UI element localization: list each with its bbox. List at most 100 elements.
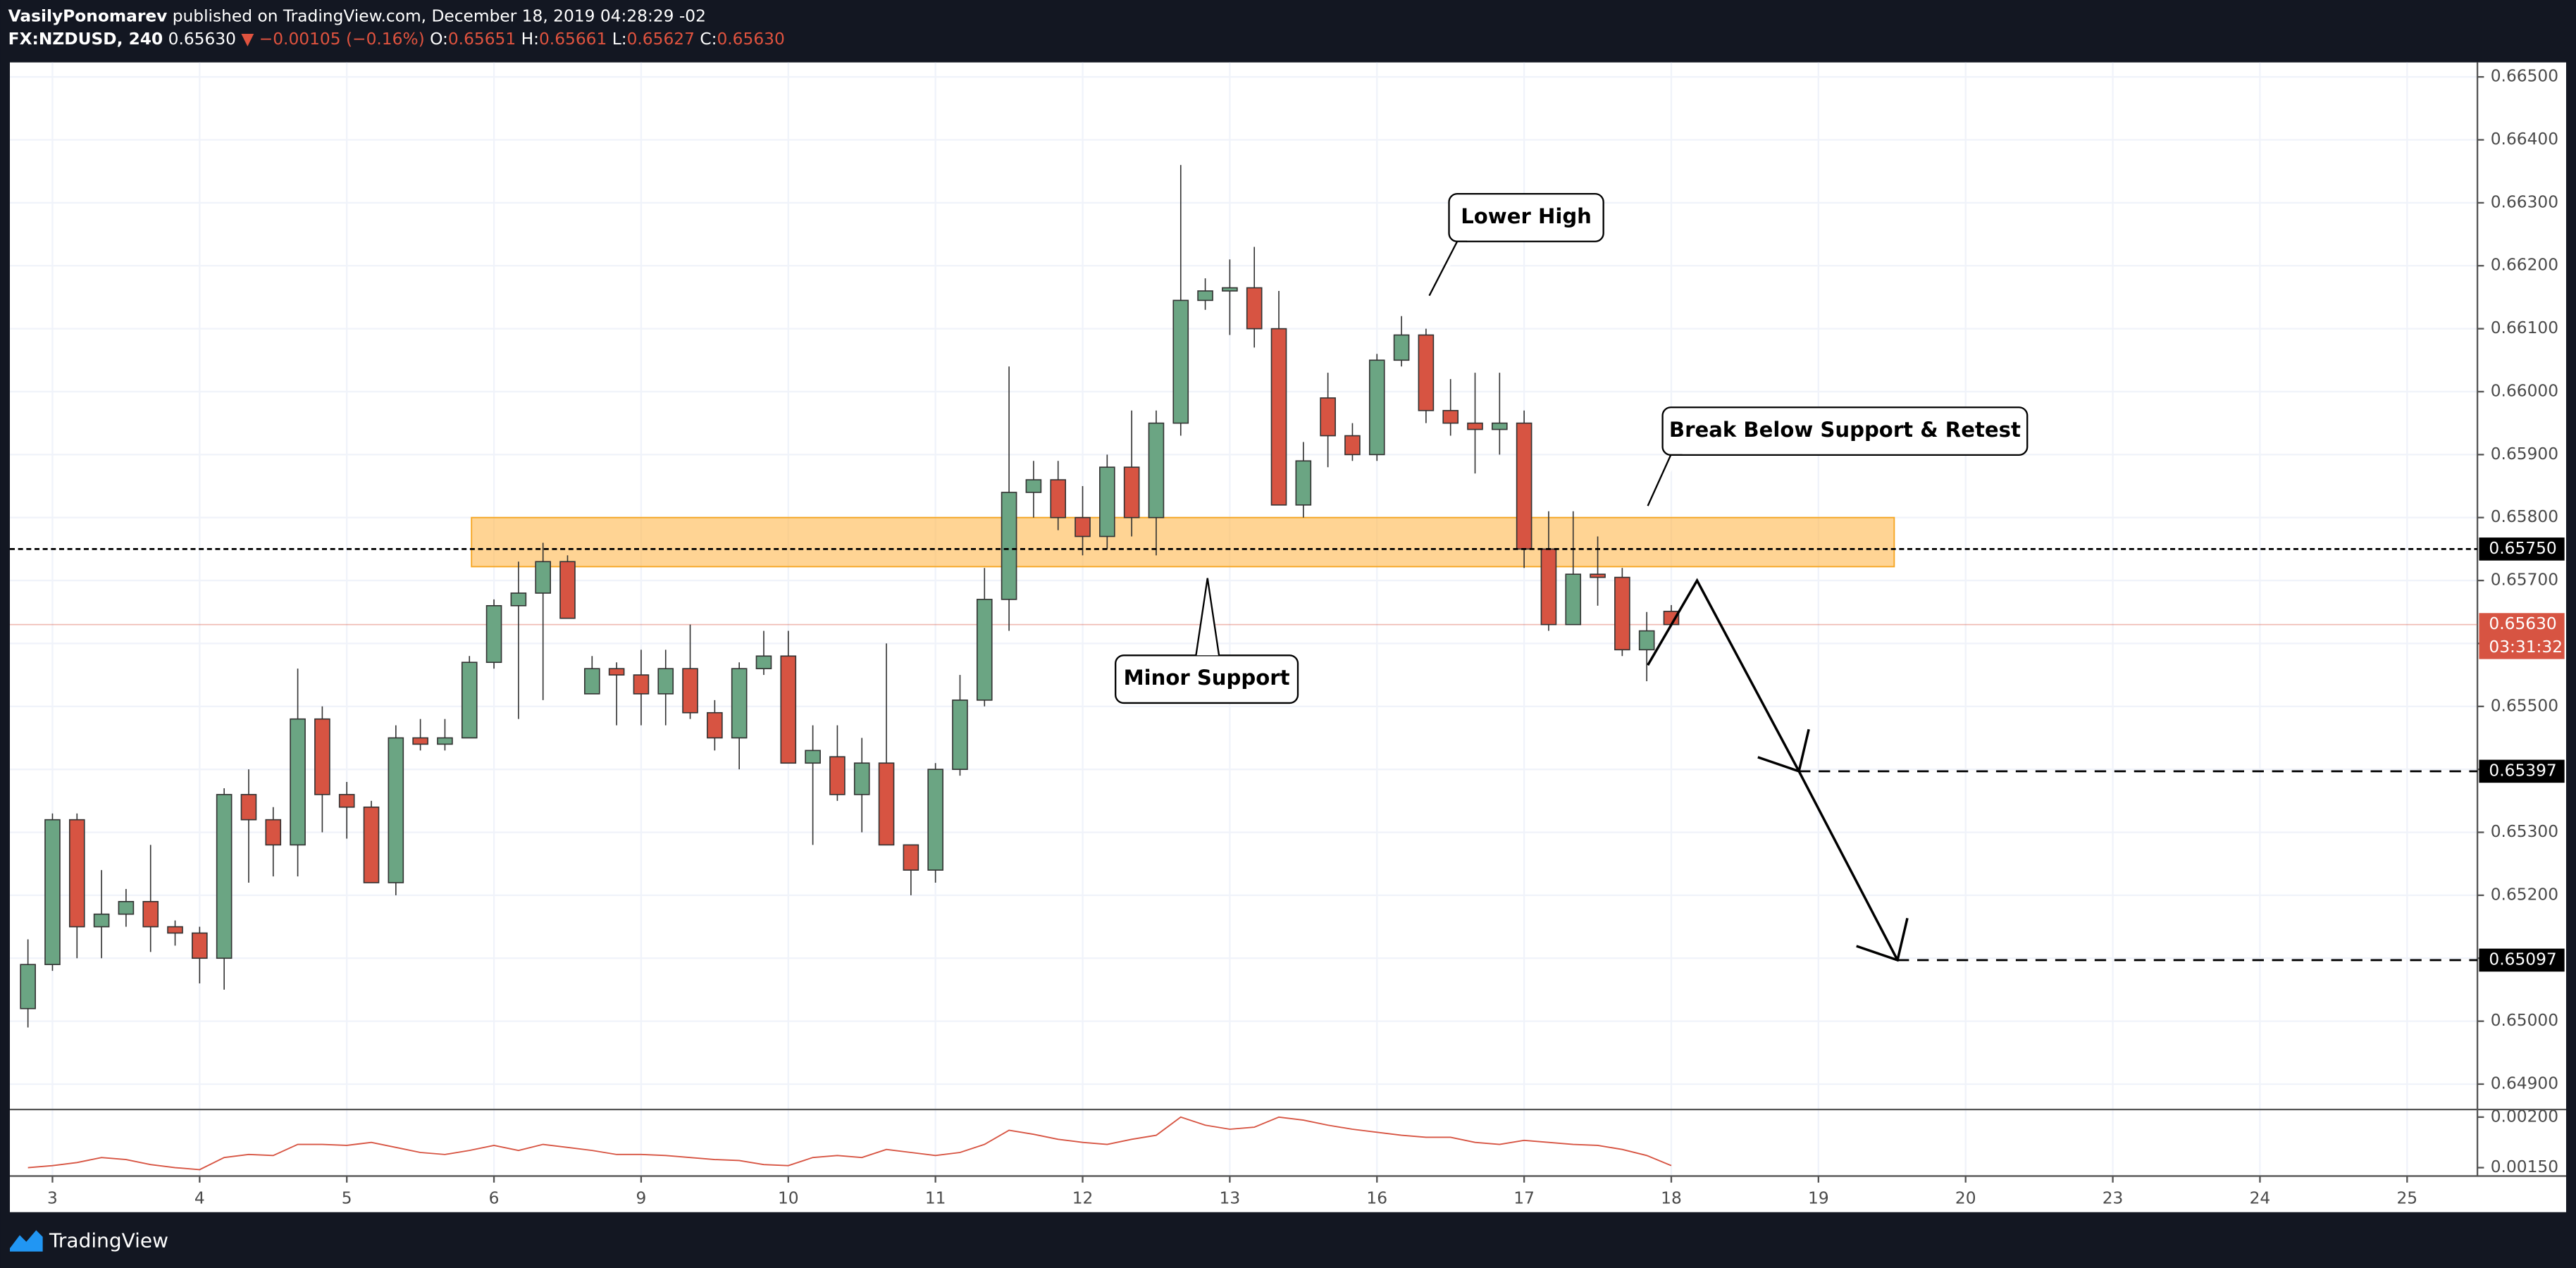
ohlc-key: H: (521, 29, 539, 48)
candle-body (707, 711, 723, 739)
candle-body (927, 769, 943, 871)
candle-body (829, 756, 846, 795)
candle-body (1295, 460, 1312, 506)
candle-body (1467, 422, 1483, 430)
ohlc-value: 0.65661 (539, 29, 607, 48)
candle-body (461, 661, 478, 739)
candle-body (290, 718, 306, 846)
candle-body (437, 737, 453, 745)
ohlc-value: 0.65627 (627, 29, 695, 48)
candle-body (363, 806, 380, 883)
change: ▼ −0.00105 (−0.16%) (241, 29, 424, 48)
x-tick-label: 4 (194, 1189, 205, 1208)
candle-body (952, 700, 968, 770)
x-tick-label: 19 (1808, 1189, 1829, 1208)
y-tick-label: 0.65200 (2491, 885, 2558, 904)
price-tag (2479, 613, 2565, 659)
support-zone (471, 516, 1895, 568)
candle-body (976, 599, 993, 701)
x-tick-label: 9 (636, 1189, 647, 1208)
candle-body (44, 819, 61, 966)
candle-body (1025, 479, 1042, 493)
candle-body (1492, 422, 1508, 430)
y-tick-label: 0.00150 (2491, 1157, 2558, 1176)
candle-body (1590, 573, 1606, 578)
candle-body (1344, 435, 1361, 456)
ohlc-key: L: (612, 29, 627, 48)
price-tag (2479, 948, 2565, 972)
brand: TradingView (49, 1229, 168, 1253)
callout-box (1448, 192, 1604, 242)
header-line-1: VasilyPonomarev published on TradingView… (8, 6, 706, 25)
candle-body (388, 737, 404, 883)
candle-body (314, 718, 330, 795)
candle-body (1565, 573, 1582, 626)
candle-body (559, 561, 576, 619)
candle-body (1418, 334, 1435, 411)
x-tick-label: 16 (1366, 1189, 1387, 1208)
x-tick-label: 6 (489, 1189, 500, 1208)
candle-body (20, 964, 36, 1009)
x-tick-label: 11 (925, 1189, 946, 1208)
x-tick-label: 17 (1513, 1189, 1535, 1208)
candle-body (1001, 492, 1017, 600)
y-tick-label: 0.65900 (2491, 445, 2558, 464)
published: published on TradingView.com, December 1… (173, 6, 706, 25)
x-tick-label: 13 (1220, 1189, 1241, 1208)
y-tick-label: 0.65700 (2491, 571, 2558, 590)
candle-body (1222, 287, 1238, 292)
candle-body (1393, 334, 1410, 361)
x-tick-label: 20 (1955, 1189, 1976, 1208)
logo-icon (10, 1230, 43, 1252)
x-tick-label: 24 (2250, 1189, 2271, 1208)
y-tick-label: 0.65500 (2491, 696, 2558, 715)
candle-body (1246, 287, 1263, 330)
annotation: Break Below Support & Retest (1669, 418, 2021, 442)
candle-body (633, 674, 650, 695)
candle-body (412, 737, 428, 745)
price-tag-label: 0.65097 (2489, 950, 2556, 969)
candle-body (1638, 630, 1655, 651)
candle-body (1172, 299, 1189, 424)
ohlc-value: 0.65630 (717, 29, 784, 48)
countdown: 03:31:32 (2489, 638, 2563, 657)
candle-body (1099, 466, 1115, 537)
y-tick-label: 0.64900 (2491, 1074, 2558, 1093)
callout-box (1661, 406, 2029, 456)
candle-body (1540, 548, 1557, 626)
x-tick-label: 25 (2396, 1189, 2417, 1208)
callout-pointer (1195, 578, 1220, 656)
last: 0.65630 (168, 29, 236, 48)
candle-body (535, 561, 551, 594)
header-line-2: FX:NZDUSD, 240 0.65630 ▼ −0.00105 (−0.16… (8, 29, 785, 48)
candle-body (93, 913, 110, 928)
price-tag-label: 0.65630 (2489, 614, 2556, 633)
candle-body (240, 794, 257, 821)
candle-body (1075, 516, 1091, 537)
x-tick-label: 5 (342, 1189, 352, 1208)
x-tick-label: 3 (47, 1189, 58, 1208)
x-tick-label: 12 (1072, 1189, 1094, 1208)
candle-body (903, 844, 919, 871)
price-tag-label: 0.65397 (2489, 761, 2556, 780)
candle-body (608, 668, 625, 676)
price-tag-label: 0.65750 (2489, 539, 2556, 558)
y-tick-label: 0.66000 (2491, 381, 2558, 400)
x-tick-label: 10 (778, 1189, 799, 1208)
arrow-head (1856, 917, 1909, 962)
price-tag (2479, 759, 2565, 783)
candle-body (1270, 328, 1287, 506)
chart-area (10, 62, 2566, 1212)
candle-body (216, 794, 233, 959)
y-tick-label: 0.65000 (2491, 1011, 2558, 1030)
candle-body (485, 604, 502, 664)
y-tick-label: 0.65300 (2491, 822, 2558, 841)
candle-body (853, 762, 870, 795)
callout-pointer (1428, 240, 1468, 297)
candle-body (265, 819, 282, 846)
candle-body (118, 901, 135, 915)
x-tick-label: 18 (1661, 1189, 1682, 1208)
candle-body (338, 794, 355, 808)
ohlc-key: C: (700, 29, 717, 48)
y-tick-label: 0.66200 (2491, 256, 2558, 275)
